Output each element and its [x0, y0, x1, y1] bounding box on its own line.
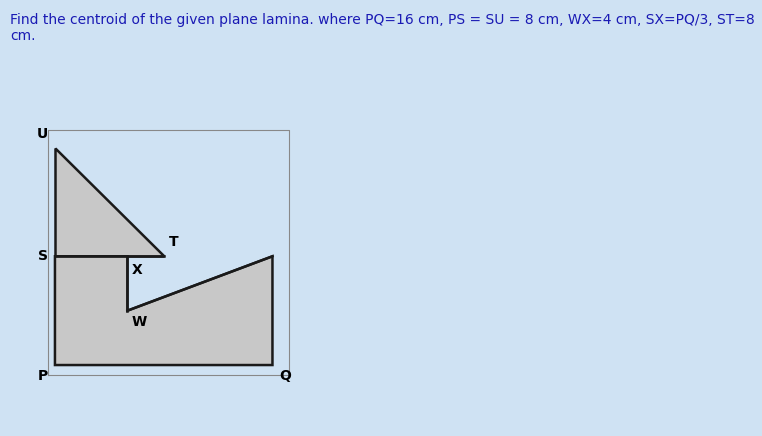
- Text: W: W: [132, 315, 147, 329]
- Text: Find the centroid of the given plane lamina. where PQ=16 cm, PS = SU = 8 cm, WX=: Find the centroid of the given plane lam…: [10, 13, 754, 43]
- Text: Q: Q: [279, 369, 291, 383]
- Text: X: X: [132, 263, 142, 277]
- Text: T: T: [169, 235, 179, 249]
- Polygon shape: [55, 256, 273, 365]
- Polygon shape: [55, 147, 164, 256]
- Text: S: S: [38, 249, 48, 263]
- Text: P: P: [38, 369, 48, 383]
- Text: U: U: [37, 127, 48, 141]
